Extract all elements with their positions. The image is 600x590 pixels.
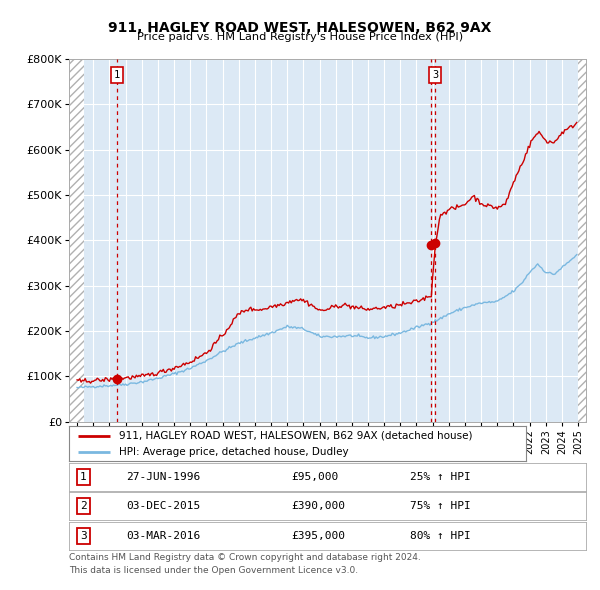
Text: HPI: Average price, detached house, Dudley: HPI: Average price, detached house, Dudl… — [119, 447, 349, 457]
Text: 1: 1 — [114, 70, 121, 80]
Text: This data is licensed under the Open Government Licence v3.0.: This data is licensed under the Open Gov… — [69, 566, 358, 575]
Text: £390,000: £390,000 — [292, 502, 346, 511]
Text: £395,000: £395,000 — [292, 531, 346, 540]
Text: 80% ↑ HPI: 80% ↑ HPI — [410, 531, 471, 540]
Text: Contains HM Land Registry data © Crown copyright and database right 2024.: Contains HM Land Registry data © Crown c… — [69, 553, 421, 562]
Text: 25% ↑ HPI: 25% ↑ HPI — [410, 472, 471, 481]
Text: 3: 3 — [432, 70, 439, 80]
Text: Price paid vs. HM Land Registry's House Price Index (HPI): Price paid vs. HM Land Registry's House … — [137, 32, 463, 42]
Text: 1: 1 — [80, 472, 87, 481]
Text: 3: 3 — [80, 531, 87, 540]
Text: 03-MAR-2016: 03-MAR-2016 — [126, 531, 200, 540]
Text: 911, HAGLEY ROAD WEST, HALESOWEN, B62 9AX (detached house): 911, HAGLEY ROAD WEST, HALESOWEN, B62 9A… — [119, 431, 473, 441]
Text: 2: 2 — [80, 502, 87, 511]
Text: 911, HAGLEY ROAD WEST, HALESOWEN, B62 9AX: 911, HAGLEY ROAD WEST, HALESOWEN, B62 9A… — [109, 21, 491, 35]
Text: £95,000: £95,000 — [292, 472, 338, 481]
Text: 03-DEC-2015: 03-DEC-2015 — [126, 502, 200, 511]
Text: 75% ↑ HPI: 75% ↑ HPI — [410, 502, 471, 511]
Text: 27-JUN-1996: 27-JUN-1996 — [126, 472, 200, 481]
